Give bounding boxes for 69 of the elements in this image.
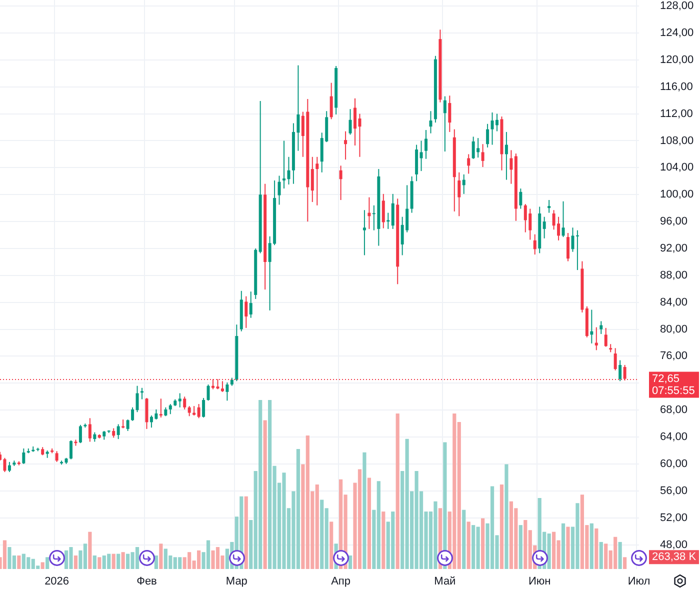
- bar: [466, 522, 470, 569]
- text: 07:55:55: [652, 384, 695, 397]
- y-tick-label: 48,00: [660, 538, 688, 551]
- bar: [159, 544, 163, 569]
- y-tick-label: 104,00: [660, 162, 694, 174]
- y-tick-label: 88,00: [660, 269, 688, 282]
- bar: [462, 510, 466, 569]
- candlestick: [368, 197, 371, 229]
- y-tick-label: 76,00: [660, 350, 688, 362]
- bar: [88, 532, 92, 569]
- text: 263,38 K: [652, 551, 697, 564]
- y-tick-label: 112,00: [660, 108, 693, 120]
- bar: [92, 555, 96, 569]
- x-tick-label: Май: [434, 576, 456, 588]
- y-tick-label: 120,00: [660, 54, 694, 66]
- bar: [112, 554, 116, 569]
- y-tick-label: 92,00: [660, 242, 688, 255]
- bar: [2, 540, 7, 569]
- bar: [590, 523, 594, 569]
- bar: [500, 484, 504, 569]
- bar: [46, 557, 50, 569]
- bar: [121, 552, 125, 569]
- ref-line-label: 72,65: [652, 372, 680, 385]
- bar: [40, 562, 44, 569]
- y-tick-label: 68,00: [660, 404, 688, 416]
- bar: [504, 464, 508, 569]
- bar: [263, 420, 267, 569]
- bar: [17, 555, 21, 569]
- candlestick: [159, 398, 162, 418]
- candlestick: [362, 210, 366, 256]
- bar: [599, 542, 603, 569]
- y-tick-label: 96,00: [660, 216, 688, 228]
- y-tick-label: 80,00: [660, 323, 688, 336]
- bar: [154, 555, 158, 569]
- bar: [618, 542, 622, 569]
- x-tick-label: Фев: [136, 576, 158, 588]
- bar: [594, 528, 598, 569]
- y-tick-label: 108,00: [660, 134, 694, 147]
- x-tick-label: Мар: [226, 576, 248, 588]
- bar: [367, 478, 371, 569]
- bar: [244, 496, 248, 569]
- bar: [362, 452, 366, 569]
- y-tick-label: 84,00: [660, 296, 688, 308]
- x-tick-label: Апр: [331, 576, 351, 588]
- x-tick-label: 2026: [44, 576, 70, 588]
- bar: [348, 555, 352, 569]
- bar: [98, 557, 102, 569]
- y-tick-label: 52,00: [660, 512, 688, 524]
- bar: [74, 555, 78, 569]
- bar: [396, 414, 400, 569]
- candlestick: [590, 310, 594, 344]
- y-tick-label: 124,00: [660, 27, 694, 40]
- x-tick-label: Июл: [628, 576, 650, 588]
- y-tick-label: 56,00: [660, 484, 688, 497]
- y-tick-label: 60,00: [660, 458, 688, 470]
- bar: [116, 554, 120, 569]
- bar: [566, 526, 570, 569]
- bar: [518, 525, 522, 569]
- y-tick-label: 128,00: [660, 0, 694, 12]
- bar: [330, 522, 334, 569]
- bar: [561, 523, 566, 569]
- bar: [382, 512, 386, 569]
- candlestick: [576, 230, 579, 270]
- y-tick-label: 64,00: [660, 431, 688, 444]
- y-tick-label: 116,00: [660, 80, 693, 93]
- bar: [481, 518, 485, 569]
- bar: [623, 557, 627, 569]
- x-tick-label: Июн: [528, 576, 551, 588]
- y-tick-label: 100,00: [660, 188, 694, 201]
